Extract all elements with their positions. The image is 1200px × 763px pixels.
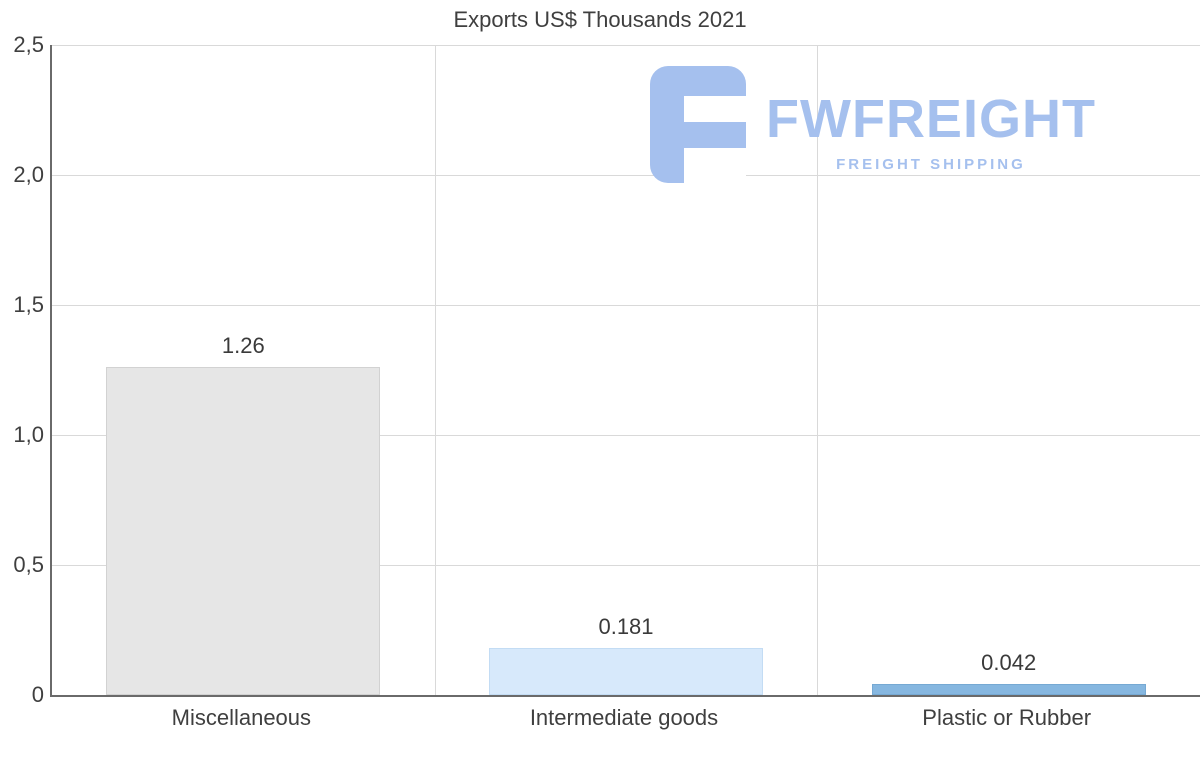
chart-title: Exports US$ Thousands 2021 <box>453 7 747 32</box>
y-tick-label: 0,5 <box>13 552 44 577</box>
y-tick-label: 0 <box>31 682 44 707</box>
y-tick-label: 1,0 <box>13 422 44 447</box>
y-tick-label: 2,0 <box>13 162 44 187</box>
gridline-horizontal <box>52 435 1200 436</box>
x-axis-label: Plastic or Rubber <box>922 705 1092 730</box>
y-tick-label: 1,5 <box>13 292 44 317</box>
gridline-horizontal <box>52 305 1200 306</box>
x-axis-label: Miscellaneous <box>171 705 312 730</box>
bar-intermediate-goods <box>489 647 763 695</box>
bar-miscellaneous <box>106 367 381 695</box>
y-tick-label: 2,5 <box>13 32 44 57</box>
x-axis-label: Intermediate goods <box>529 705 719 730</box>
bar-value-label: 1.26 <box>221 333 265 359</box>
plot-area: 1.26 0.181 0.042 <box>50 45 1200 697</box>
gridline-vertical <box>817 45 819 695</box>
gridline-horizontal <box>52 45 1200 46</box>
gridline-horizontal <box>52 175 1200 176</box>
gridline-vertical <box>434 45 436 695</box>
gridline-horizontal <box>52 565 1200 566</box>
bar-value-label: 0.181 <box>598 613 654 639</box>
bar-plastic-or-rubber <box>871 684 1146 695</box>
bar-value-label: 0.042 <box>981 650 1037 676</box>
